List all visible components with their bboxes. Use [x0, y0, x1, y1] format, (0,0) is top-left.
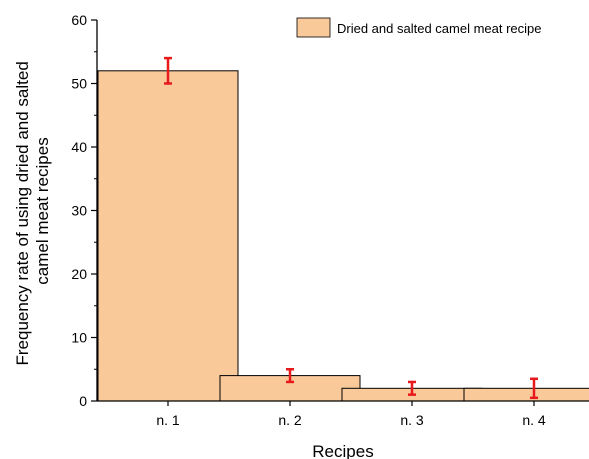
error-bar-2	[286, 368, 294, 384]
x-tick-label: n. 2	[278, 412, 302, 428]
y-tick-label: 50	[71, 76, 87, 92]
y-axis-title-line-2: camel meat recipes	[33, 137, 52, 284]
error-bars-layer	[164, 56, 538, 400]
x-ticks: n. 1 n. 2 n. 3 n. 4	[156, 401, 546, 428]
bars-layer	[97, 70, 589, 402]
error-bar-4	[530, 377, 538, 400]
y-tick-label: 0	[79, 393, 87, 409]
legend: Dried and salted camel meat recipe	[296, 17, 542, 38]
bar-4	[463, 387, 589, 402]
y-tick-label: 40	[71, 139, 87, 155]
x-tick-label: n. 4	[522, 412, 546, 428]
y-tick-label: 10	[71, 330, 87, 346]
y-ticks: 0 10 20 30 40 50 60	[71, 12, 97, 409]
error-bar-1	[164, 56, 172, 85]
legend-swatch	[296, 17, 331, 38]
x-tick-label: n. 1	[156, 412, 180, 428]
x-tick-label: n. 3	[400, 412, 424, 428]
x-axis-title: Recipes	[312, 442, 373, 459]
y-axis-title-line-1: Frequency rate of using dried and salted	[13, 61, 32, 365]
svg-text:Frequency rate of using dried: Frequency rate of using dried and salted…	[13, 56, 52, 365]
y-tick-label: 30	[71, 203, 87, 219]
error-bar-3	[408, 380, 416, 396]
y-axis-title: Frequency rate of using dried and salted…	[13, 56, 52, 365]
bar-1	[97, 70, 239, 402]
y-tick-label: 20	[71, 266, 87, 282]
y-tick-label: 60	[71, 12, 87, 28]
legend-label: Dried and salted camel meat recipe	[337, 21, 542, 36]
